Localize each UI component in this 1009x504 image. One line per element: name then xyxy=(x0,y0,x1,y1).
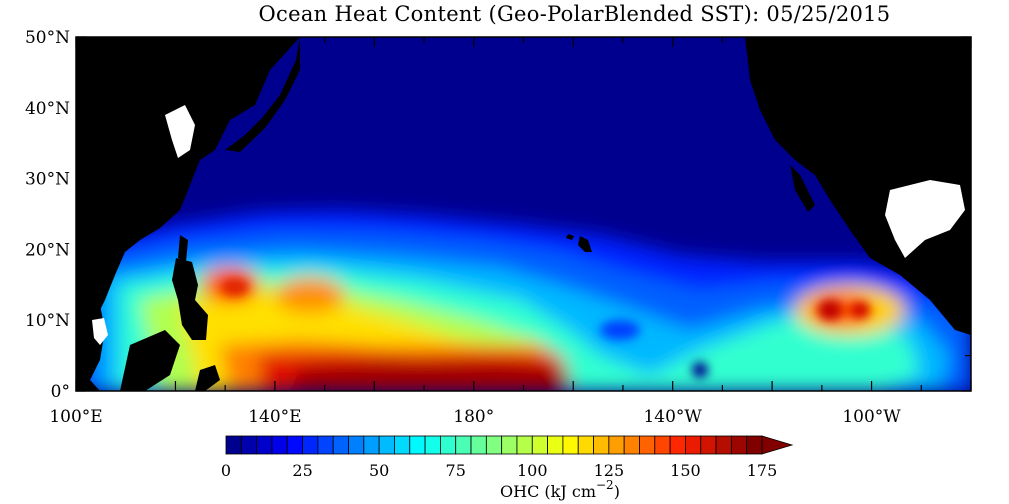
colorbar-bin xyxy=(639,435,656,455)
colorbar-bin xyxy=(593,435,610,455)
colorbar-tick-label: 0 xyxy=(221,461,231,480)
colorbar-tick-labels: 0 25 50 75 100 125 150 175 xyxy=(221,461,777,480)
colorbar-bin xyxy=(547,435,564,455)
gulf-of-mexico xyxy=(885,180,965,258)
lon-label: 100°W xyxy=(842,407,901,427)
colorbar-tick-label: 25 xyxy=(292,461,312,480)
lat-label: 40°N xyxy=(25,99,70,119)
colorbar-tick-label: 125 xyxy=(594,461,625,480)
colorbar-bin xyxy=(240,435,258,455)
colorbar-bin xyxy=(317,435,334,455)
south-china-coast xyxy=(92,318,108,345)
yellow-sea xyxy=(165,105,195,158)
colorbar-bin xyxy=(608,435,625,455)
colorbar-bin xyxy=(424,435,441,455)
colorbar-bin xyxy=(531,435,548,455)
colorbar-bin xyxy=(439,435,457,455)
colorbar-bin xyxy=(685,435,702,455)
colorbar-bin xyxy=(394,435,411,455)
colorbar-tick-label: 50 xyxy=(369,461,389,480)
lon-label: 180° xyxy=(453,407,494,427)
colorbar-bin xyxy=(455,435,472,455)
lon-label: 140°E xyxy=(248,407,301,427)
colorbar-bin xyxy=(302,435,319,455)
ohc-fine-structure xyxy=(221,278,870,378)
colorbar-tick-label: 100 xyxy=(517,461,548,480)
land xyxy=(76,37,971,391)
colorbar-bin xyxy=(669,435,686,455)
colorbar-bin xyxy=(271,435,288,455)
colorbar-bin xyxy=(623,435,640,455)
colorbar-tick-label: 150 xyxy=(670,461,701,480)
lat-label: 0° xyxy=(51,382,70,402)
lat-label: 10°N xyxy=(25,311,70,331)
ohc-warm-pool xyxy=(76,210,971,391)
colorbar-bin xyxy=(286,435,303,455)
colorbar-bin xyxy=(225,435,242,455)
lon-label: 100°E xyxy=(49,407,102,427)
colorbar-bin xyxy=(409,435,426,455)
latitude-ticks: 50°N 40°N 30°N 20°N 10°N 0° xyxy=(25,28,971,402)
colorbar xyxy=(225,435,794,455)
map-title: Ocean Heat Content (Geo-PolarBlended SST… xyxy=(258,2,891,26)
colorbar-bin xyxy=(715,435,732,455)
colorbar-extend-arrow xyxy=(761,435,794,455)
lon-label: 140°W xyxy=(643,407,702,427)
colorbar-bin xyxy=(654,435,671,455)
lat-label: 30°N xyxy=(25,170,70,190)
colorbar-bin xyxy=(256,435,273,455)
colorbar-bin xyxy=(562,435,579,455)
ohc-field xyxy=(76,37,971,391)
colorbar-bin xyxy=(577,435,594,455)
colorbar-title: OHC (kJ cm−2) xyxy=(500,478,620,501)
colorbar-bin xyxy=(348,435,365,455)
colorbar-bin xyxy=(746,435,763,455)
colorbar-tick-label: 175 xyxy=(747,461,778,480)
colorbar-bin xyxy=(730,435,748,455)
colorbar-bin xyxy=(378,435,395,455)
colorbar-tick-label: 75 xyxy=(446,461,466,480)
colorbar-bin xyxy=(470,435,487,455)
colorbar-bin xyxy=(700,435,717,455)
longitude-ticks: 100°E 140°E 180° 140°W 100°W xyxy=(49,37,972,427)
lat-label: 20°N xyxy=(25,240,70,260)
colorbar-bin xyxy=(516,435,533,455)
colorbar-bin xyxy=(332,435,349,455)
colorbar-bin xyxy=(363,435,380,455)
colorbar-bin xyxy=(501,435,518,455)
colorbar-bin xyxy=(485,435,503,455)
lat-label: 50°N xyxy=(25,28,70,48)
